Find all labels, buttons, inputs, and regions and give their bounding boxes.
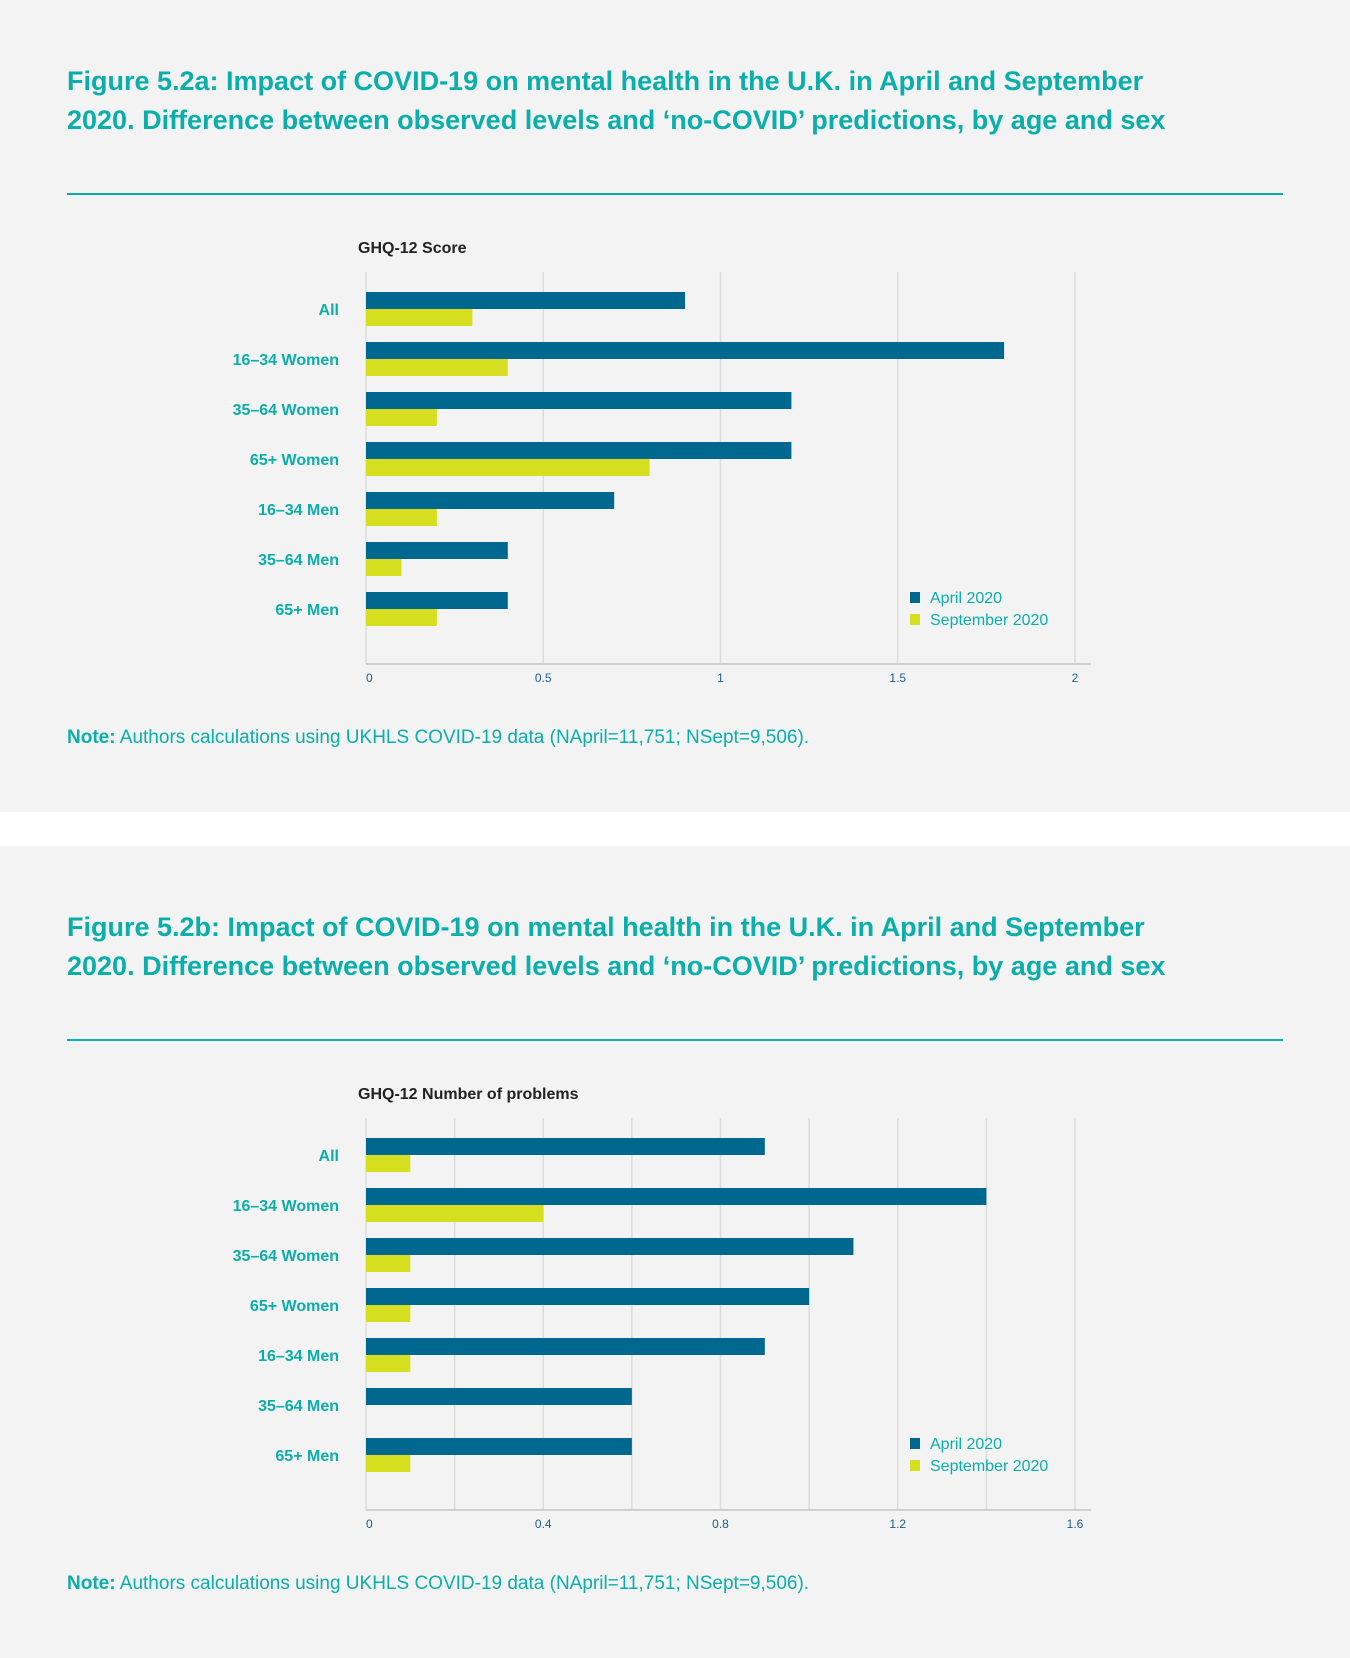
x-tick-label: 1.5 xyxy=(889,671,906,685)
legend-swatch xyxy=(910,1438,920,1449)
category-label: 16–34 Women xyxy=(233,352,339,369)
bar-september xyxy=(366,459,650,476)
bar-september xyxy=(366,1155,411,1172)
category-label: 16–34 Women xyxy=(233,1198,339,1215)
note-text: Authors calculations using UKHLS COVID-1… xyxy=(115,727,810,748)
category-label: 16–34 Men xyxy=(258,502,339,519)
legend-label: September 2020 xyxy=(930,612,1048,629)
legend-label: September 2020 xyxy=(930,1458,1048,1475)
figure-note: Note: Authors calculations using UKHLS C… xyxy=(67,727,809,749)
category-label: 35–64 Women xyxy=(233,1248,339,1265)
category-label: 35–64 Men xyxy=(258,552,339,569)
legend-swatch xyxy=(910,592,920,603)
x-tick-label: 0.4 xyxy=(535,1517,552,1531)
category-label: 35–64 Men xyxy=(258,1398,339,1415)
bar-april xyxy=(366,1238,854,1255)
bar-april xyxy=(366,592,508,609)
bar-chart: GHQ-12 Number of problems 0 0.4 0.8 1.2 1.6 Al… xyxy=(233,1086,1091,1531)
bar-april xyxy=(366,442,792,459)
bar-april xyxy=(366,542,508,559)
note-label: Note: xyxy=(67,727,116,748)
bar-september xyxy=(366,1205,544,1222)
x-tick-label: 1 xyxy=(717,671,724,685)
category-label: 65+ Men xyxy=(275,1448,339,1465)
bar-september xyxy=(366,359,508,376)
bar-chart: GHQ-12 Score 0 0.5 1 1.5 2 All 16–34 Women 35–64… xyxy=(233,240,1091,685)
bar-april xyxy=(366,1138,765,1155)
bar-september xyxy=(366,509,437,526)
bar-april xyxy=(366,492,615,509)
bar-september xyxy=(366,1455,411,1472)
bar-september xyxy=(366,609,437,626)
bar-april xyxy=(366,1338,765,1355)
bar-september xyxy=(366,1305,411,1322)
bar-april xyxy=(366,392,792,409)
category-label: 65+ Women xyxy=(250,1298,339,1315)
title-divider xyxy=(67,193,1283,195)
bar-september xyxy=(366,559,402,576)
bar-april xyxy=(366,292,686,309)
bar-september xyxy=(366,1355,411,1372)
note-text: Authors calculations using UKHLS COVID-1… xyxy=(115,1573,810,1594)
legend-label: April 2020 xyxy=(930,590,1002,607)
legend-label: April 2020 xyxy=(930,1436,1002,1453)
note-label: Note: xyxy=(67,1573,116,1594)
bar-april xyxy=(366,1388,632,1405)
x-tick-label: 0.5 xyxy=(535,671,552,685)
bar-april xyxy=(366,1288,810,1305)
category-label: 65+ Women xyxy=(250,452,339,469)
bar-september xyxy=(366,309,473,326)
figure-title: Figure 5.2b: Impact of COVID-19 on menta… xyxy=(67,912,1166,981)
legend-swatch xyxy=(910,1460,920,1471)
figure-title: Figure 5.2a: Impact of COVID-19 on menta… xyxy=(67,66,1166,135)
x-tick-label: 1.2 xyxy=(889,1517,906,1531)
bar-april xyxy=(366,1438,632,1455)
x-tick-label: 0 xyxy=(366,1517,373,1531)
bar-september xyxy=(366,409,437,426)
bar-september xyxy=(366,1255,411,1272)
title-divider xyxy=(67,1039,1283,1041)
category-label: All xyxy=(319,1148,339,1165)
x-tick-label: 2 xyxy=(1072,671,1079,685)
figure-note: Note: Authors calculations using UKHLS C… xyxy=(67,1573,809,1595)
legend-swatch xyxy=(910,614,920,625)
x-tick-label: 1.6 xyxy=(1067,1517,1084,1531)
category-label: All xyxy=(319,302,339,319)
figure-panel-b: Figure 5.2b: Impact of COVID-19 on menta… xyxy=(0,846,1350,1658)
x-tick-label: 0 xyxy=(366,671,373,685)
chart-title: GHQ-12 Score xyxy=(358,240,467,257)
figure-panel-a: Figure 5.2a: Impact of COVID-19 on menta… xyxy=(0,0,1350,812)
category-label: 65+ Men xyxy=(275,602,339,619)
chart-title: GHQ-12 Number of problems xyxy=(358,1086,579,1103)
bar-april xyxy=(366,342,1005,359)
bar-april xyxy=(366,1188,987,1205)
category-label: 16–34 Men xyxy=(258,1348,339,1365)
category-label: 35–64 Women xyxy=(233,402,339,419)
x-tick-label: 0.8 xyxy=(712,1517,729,1531)
